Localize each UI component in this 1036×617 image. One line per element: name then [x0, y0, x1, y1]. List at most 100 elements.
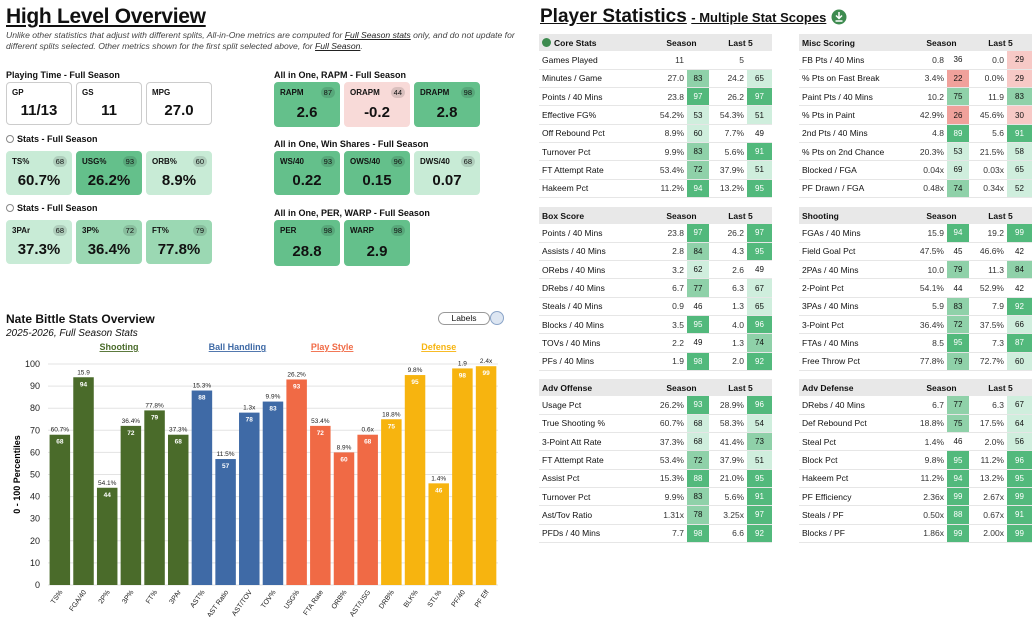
x-tick-label: ORB%	[331, 589, 349, 611]
table-row: Points / 40 Mins 23.8 97 26.2 97	[539, 224, 772, 243]
last5-value: 6.3	[969, 396, 1007, 415]
stats-table-misc: Misc Scoring Season Last 5 FB Pts / 40 Mins…	[799, 34, 1032, 198]
bar	[262, 401, 284, 585]
table-row: Usage Pct 26.2% 93 28.9% 96	[539, 396, 772, 415]
last5-value: 2.00x	[969, 524, 1007, 543]
season-pct: 94	[947, 224, 969, 243]
table-title: Box Score	[539, 207, 654, 224]
download-icon[interactable]	[831, 9, 847, 25]
last5-pct: 56	[1007, 432, 1032, 452]
radio-icon[interactable]	[6, 204, 14, 212]
last5-value: 37.9%	[709, 160, 747, 180]
row-label: Blocked / FGA	[799, 160, 914, 180]
stats1-title[interactable]: Stats - Full Season	[6, 134, 98, 144]
last5-value: 13.2%	[709, 179, 747, 198]
rapm-title: All in One, RAPM - Full Season	[274, 70, 407, 80]
bar-value-label: 68	[175, 439, 183, 446]
col-season: Season	[914, 34, 969, 51]
season-value: 3.4%	[914, 69, 947, 89]
full-season-link[interactable]: Full Season stats	[344, 30, 411, 40]
season-pct: 44	[947, 278, 969, 298]
bar-raw-label: 60.7%	[51, 427, 70, 434]
row-label: FT Attempt Rate	[539, 450, 654, 470]
table-row: 2nd Pts / 40 Mins 4.8 89 5.6 91	[799, 124, 1032, 143]
labels-button[interactable]: Labels	[438, 312, 490, 325]
last5-pct: 87	[1007, 333, 1032, 353]
full-season-link-2[interactable]: Full Season	[315, 41, 361, 51]
row-label: Assists / 40 Mins	[539, 242, 654, 262]
last5-pct: 99	[1007, 524, 1032, 543]
x-tick-label: FTA Rate	[303, 589, 325, 617]
row-label: PF Efficiency	[799, 487, 914, 507]
col-last5: Last 5	[709, 207, 772, 224]
season-value: 15.3%	[654, 469, 687, 488]
bar-raw-label: 1.3x	[243, 405, 256, 412]
table-title: Adv Defense	[799, 379, 914, 396]
table-row: % Pts on Fast Break 3.4% 22 0.0% 29	[799, 69, 1032, 89]
last5-pct: 51	[747, 160, 772, 180]
info-icon[interactable]	[542, 37, 551, 47]
season-value: 11.2%	[654, 179, 687, 198]
stat-label: FT%	[152, 226, 169, 235]
labels-toggle[interactable]	[490, 311, 504, 325]
last5-value: 4.3	[709, 242, 747, 262]
stat-percentile: 60	[192, 156, 207, 167]
bar-value-label: 68	[56, 439, 64, 446]
row-label: 2nd Pts / 40 Mins	[799, 124, 914, 143]
stat-label: WARP	[350, 226, 374, 235]
table-row: 2PAs / 40 Mins 10.0 79 11.3 84	[799, 260, 1032, 280]
season-pct: 69	[947, 160, 969, 180]
stats2-title[interactable]: Stats - Full Season	[6, 203, 98, 213]
bar	[49, 434, 71, 585]
season-value: 26.2%	[654, 396, 687, 415]
last5-value: 54.3%	[709, 105, 747, 125]
last5-value: 2.0	[709, 352, 747, 371]
table-row: True Shooting % 60.7% 68 58.3% 54	[539, 414, 772, 434]
stat-label: DWS/40	[420, 157, 450, 166]
row-label: FB Pts / 40 Mins	[799, 51, 914, 70]
season-value: 20.3%	[914, 142, 947, 162]
radio-icon[interactable]	[6, 135, 14, 143]
bar	[144, 410, 165, 585]
bar	[475, 366, 497, 585]
overview-note: Unlike other statistics that adjust with…	[6, 30, 515, 51]
table-title: Adv Offense	[539, 379, 654, 396]
row-label: 3-Point Att Rate	[539, 432, 654, 452]
season-value: 2.36x	[914, 487, 947, 507]
table-row: Steal Pct 1.4% 46 2.0% 56	[799, 432, 1032, 452]
stat-label: MPG	[152, 88, 171, 97]
stat-label: GP	[12, 88, 24, 97]
last5-value: 0.67x	[969, 505, 1007, 525]
last5-pct: 97	[747, 224, 772, 243]
last5-value: 7.3	[969, 333, 1007, 353]
season-pct: 78	[687, 505, 709, 525]
stats-table-shooting: Shooting Season Last 5 FGAs / 40 Mins 15.9 94…	[799, 207, 1032, 371]
row-label: Hakeem Pct	[539, 179, 654, 198]
season-value: 6.7	[654, 278, 687, 298]
season-value: 36.4%	[914, 315, 947, 335]
stat-card: TS% 68 60.7%	[6, 151, 72, 195]
last5-pct: 83	[1007, 87, 1032, 107]
row-label: Paint Pts / 40 Mins	[799, 87, 914, 107]
stat-value: 11/13	[20, 102, 58, 119]
y-axis-label: 0 - 100 Percentiles	[12, 435, 22, 514]
chart-title: Nate Bittle Stats Overview	[6, 312, 155, 326]
table-row: FB Pts / 40 Mins 0.8 36 0.0 29	[799, 51, 1032, 70]
season-pct: 75	[947, 414, 969, 434]
x-tick-label: BLK%	[403, 589, 420, 609]
stat-value: 0.22	[292, 172, 322, 189]
last5-pct: 65	[747, 69, 772, 89]
row-label: FGAs / 40 Mins	[799, 224, 914, 243]
table-row: ORebs / 40 Mins 3.2 62 2.6 49	[539, 260, 772, 280]
x-tick-label: AST Ratio	[206, 589, 230, 617]
bar-value-label: 75	[388, 423, 396, 430]
row-label: ORebs / 40 Mins	[539, 260, 654, 280]
season-pct: 83	[687, 69, 709, 89]
table-row: % Pts in Paint 42.9% 26 45.6% 30	[799, 105, 1032, 125]
x-tick-label: 3P%	[121, 589, 135, 605]
last5-pct: 49	[747, 260, 772, 280]
stat-value: 11	[101, 102, 117, 119]
bar-raw-label: 9.8%	[408, 367, 423, 374]
bar-raw-label: 15.9	[77, 369, 90, 376]
table-row: 3-Point Att Rate 37.3% 68 41.4% 73	[539, 432, 772, 452]
